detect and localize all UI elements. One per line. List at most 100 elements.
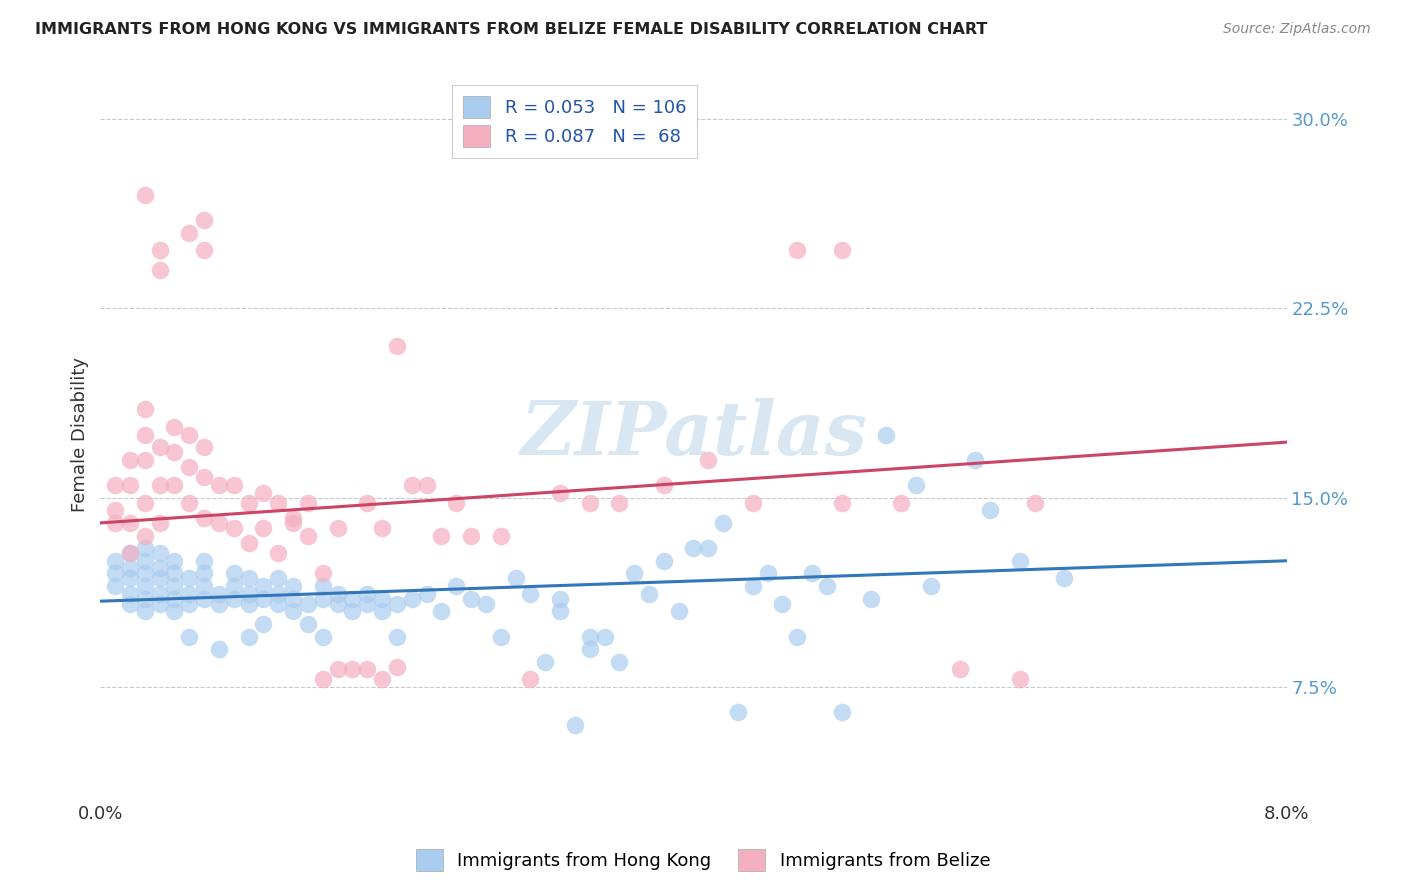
Point	[222, 478, 245, 492]
Point	[238, 586, 260, 600]
Point	[222, 591, 245, 606]
Point	[222, 579, 245, 593]
Point	[326, 521, 349, 535]
Point	[252, 579, 274, 593]
Point	[548, 485, 571, 500]
Point	[831, 706, 853, 720]
Point	[1053, 572, 1076, 586]
Point	[741, 579, 763, 593]
Point	[786, 630, 808, 644]
Point	[312, 673, 335, 687]
Point	[356, 662, 378, 676]
Point	[281, 516, 304, 530]
Point	[118, 561, 141, 575]
Point	[134, 579, 156, 593]
Point	[385, 630, 408, 644]
Point	[163, 591, 186, 606]
Point	[326, 586, 349, 600]
Point	[831, 496, 853, 510]
Point	[505, 572, 527, 586]
Point	[697, 452, 720, 467]
Point	[297, 496, 319, 510]
Point	[475, 597, 498, 611]
Point	[1024, 496, 1046, 510]
Point	[652, 478, 675, 492]
Point	[134, 402, 156, 417]
Point	[312, 579, 335, 593]
Point	[371, 591, 394, 606]
Point	[267, 496, 290, 510]
Point	[179, 496, 201, 510]
Point	[297, 528, 319, 542]
Point	[741, 496, 763, 510]
Point	[652, 554, 675, 568]
Point	[727, 706, 749, 720]
Point	[134, 528, 156, 542]
Point	[104, 566, 127, 581]
Point	[118, 597, 141, 611]
Point	[578, 630, 600, 644]
Point	[163, 554, 186, 568]
Point	[281, 579, 304, 593]
Point	[1008, 673, 1031, 687]
Point	[342, 591, 364, 606]
Point	[149, 561, 172, 575]
Text: Source: ZipAtlas.com: Source: ZipAtlas.com	[1223, 22, 1371, 37]
Point	[267, 597, 290, 611]
Point	[149, 478, 172, 492]
Text: IMMIGRANTS FROM HONG KONG VS IMMIGRANTS FROM BELIZE FEMALE DISABILITY CORRELATIO: IMMIGRANTS FROM HONG KONG VS IMMIGRANTS …	[35, 22, 987, 37]
Point	[401, 478, 423, 492]
Point	[415, 478, 437, 492]
Point	[1008, 554, 1031, 568]
Point	[208, 516, 231, 530]
Point	[163, 420, 186, 434]
Point	[267, 546, 290, 560]
Point	[163, 579, 186, 593]
Point	[297, 597, 319, 611]
Point	[564, 718, 586, 732]
Point	[267, 586, 290, 600]
Point	[179, 586, 201, 600]
Point	[578, 496, 600, 510]
Point	[371, 673, 394, 687]
Point	[134, 541, 156, 556]
Point	[104, 478, 127, 492]
Point	[149, 516, 172, 530]
Point	[607, 655, 630, 669]
Point	[238, 536, 260, 550]
Point	[238, 597, 260, 611]
Point	[252, 616, 274, 631]
Point	[163, 566, 186, 581]
Point	[326, 662, 349, 676]
Point	[193, 579, 215, 593]
Point	[134, 554, 156, 568]
Point	[193, 213, 215, 227]
Point	[118, 546, 141, 560]
Point	[356, 496, 378, 510]
Point	[770, 597, 793, 611]
Point	[149, 572, 172, 586]
Point	[786, 244, 808, 258]
Point	[104, 554, 127, 568]
Point	[371, 521, 394, 535]
Point	[238, 496, 260, 510]
Point	[326, 597, 349, 611]
Point	[385, 597, 408, 611]
Point	[149, 244, 172, 258]
Point	[208, 597, 231, 611]
Point	[356, 586, 378, 600]
Point	[118, 546, 141, 560]
Point	[179, 630, 201, 644]
Point	[118, 516, 141, 530]
Point	[949, 662, 972, 676]
Point	[149, 440, 172, 454]
Point	[163, 445, 186, 459]
Point	[607, 496, 630, 510]
Point	[118, 572, 141, 586]
Point	[356, 597, 378, 611]
Point	[104, 579, 127, 593]
Point	[548, 604, 571, 618]
Point	[252, 485, 274, 500]
Point	[920, 579, 942, 593]
Point	[756, 566, 779, 581]
